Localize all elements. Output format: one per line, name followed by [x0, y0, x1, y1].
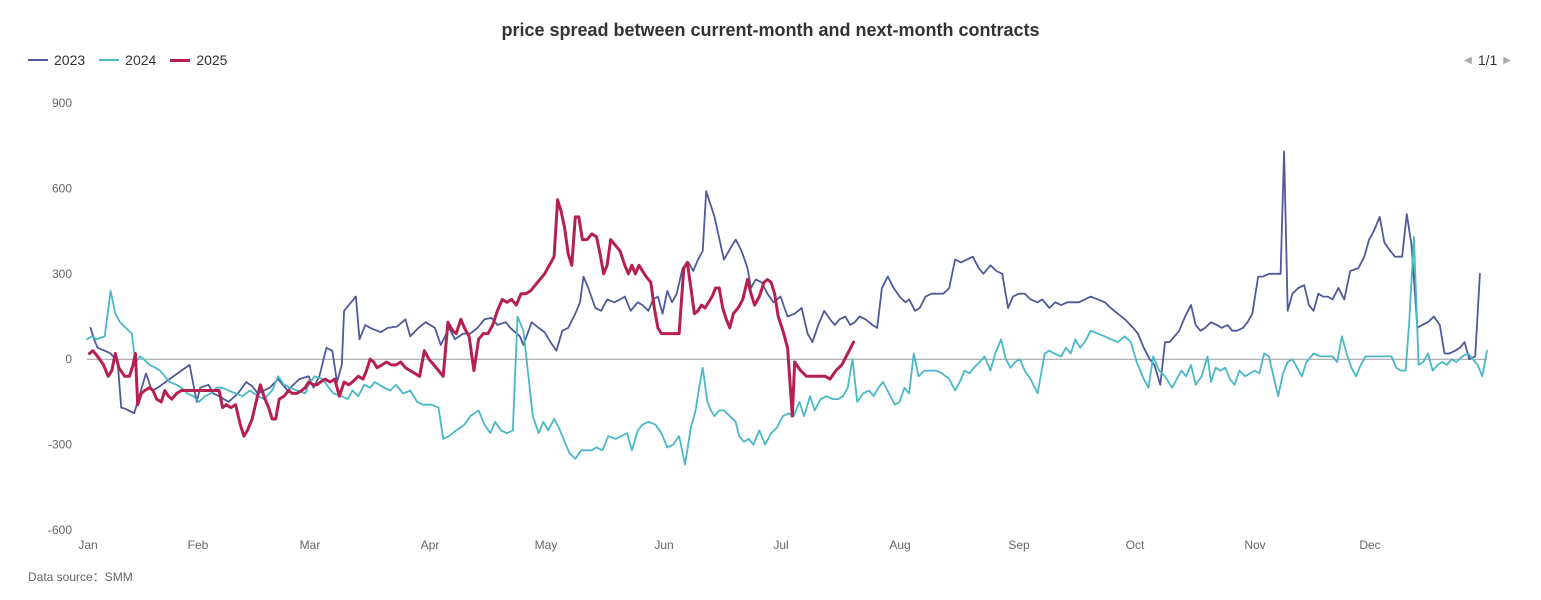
legend-label-2024: 2024 [125, 52, 157, 68]
y-tick-label: 600 [52, 181, 72, 195]
chart-title: price spread between current-month and n… [501, 20, 1040, 40]
series-line-2024 [86, 235, 1488, 466]
y-tick-label: 900 [52, 96, 72, 110]
x-tick-label: Jan [78, 538, 97, 552]
pager-text: 1/1 [1477, 52, 1498, 68]
legend: 2023 2024 2025 [28, 52, 227, 68]
y-tick-label: -600 [48, 523, 72, 537]
legend-label-2023: 2023 [54, 52, 86, 68]
legend-label-2025: 2025 [196, 52, 228, 68]
series-line-2023 [89, 150, 1481, 415]
legend-swatch-2025 [170, 58, 191, 62]
legend-swatch-2023 [28, 59, 48, 61]
legend-item-2024[interactable]: 2024 [99, 52, 156, 68]
x-tick-label: Aug [889, 538, 910, 552]
y-tick-label: 0 [65, 352, 72, 366]
legend-item-2023[interactable]: 2023 [28, 52, 85, 68]
y-tick-label: 300 [52, 267, 72, 281]
x-tick-label: Feb [188, 538, 209, 552]
x-tick-label: Oct [1126, 538, 1145, 552]
legend-pager: ◀ 1/1 ▶ [1464, 52, 1511, 68]
x-tick-label: Sep [1008, 538, 1030, 552]
x-tick-label: Jun [654, 538, 673, 552]
triangle-right-icon[interactable]: ▶ [1503, 54, 1511, 66]
triangle-left-icon[interactable]: ◀ [1464, 54, 1472, 66]
x-tick-label: May [535, 538, 558, 552]
series-line-2025 [87, 198, 856, 438]
y-tick-label: -300 [48, 438, 72, 452]
data-source-note: Data source：SMM [28, 570, 133, 584]
x-tick-label: Dec [1359, 538, 1380, 552]
x-tick-label: Apr [421, 538, 440, 552]
x-tick-label: Jul [773, 538, 788, 552]
x-tick-label: Nov [1244, 538, 1265, 552]
x-tick-label: Mar [300, 538, 321, 552]
legend-item-2025[interactable]: 2025 [170, 52, 227, 68]
legend-swatch-2024 [99, 59, 120, 61]
